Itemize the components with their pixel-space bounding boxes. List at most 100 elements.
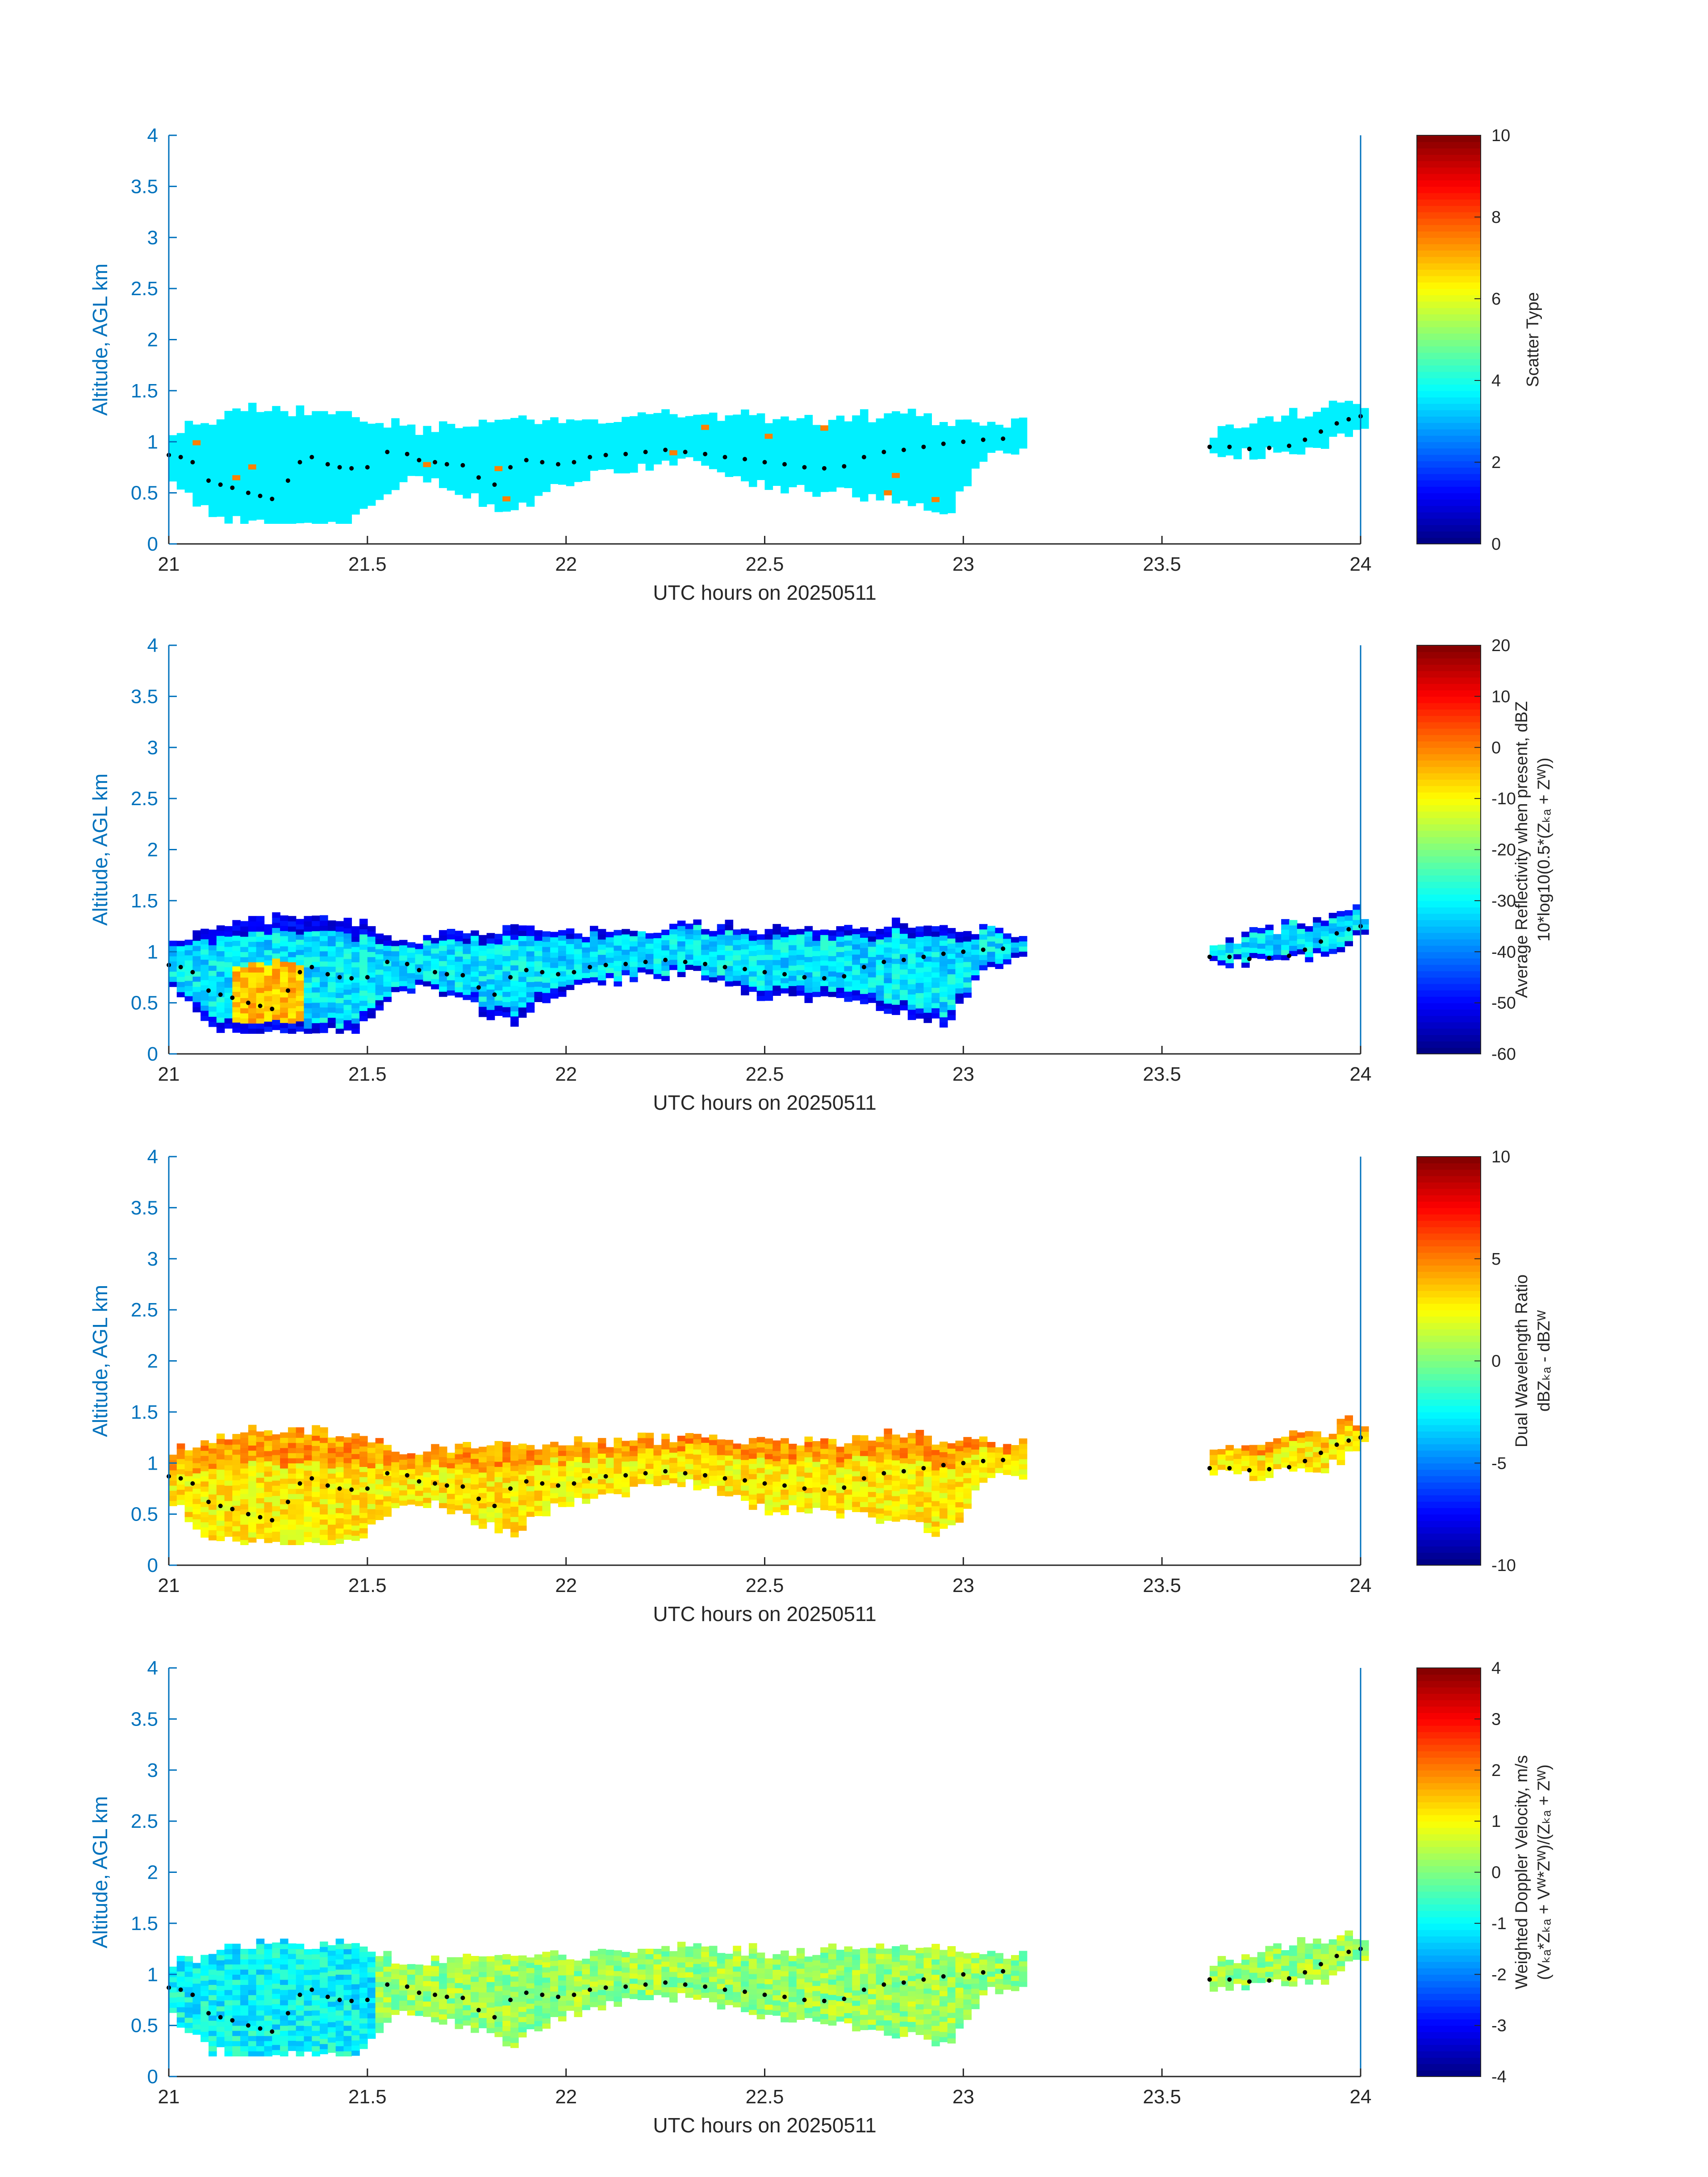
heatmap-cell	[804, 992, 813, 998]
heatmap-cell	[1233, 448, 1242, 454]
heatmap-cell	[455, 1454, 464, 1459]
cloud-base-marker	[762, 460, 767, 464]
heatmap-cell	[478, 1452, 487, 1458]
heatmap-cell	[240, 941, 249, 947]
heatmap-cell	[1225, 937, 1234, 943]
heatmap-cell	[209, 486, 217, 492]
heatmap-cell	[550, 458, 559, 464]
heatmap-cell	[288, 1493, 296, 1500]
colorbar-segment	[1417, 1009, 1481, 1016]
heatmap-cell	[804, 481, 813, 487]
y-tick-label: 0	[147, 533, 158, 555]
heatmap-cell	[439, 945, 447, 951]
heatmap-cell	[812, 491, 821, 497]
heatmap-cell	[502, 930, 511, 936]
heatmap-cell	[844, 447, 852, 452]
heatmap-cell	[526, 1506, 535, 1512]
heatmap-cell	[709, 448, 718, 454]
heatmap-cell	[463, 949, 471, 954]
heatmap-cell	[463, 447, 471, 453]
heatmap-cell	[216, 1459, 225, 1465]
colorbar-segment	[1417, 518, 1481, 525]
heatmap-cell	[764, 1500, 773, 1505]
heatmap-cell	[391, 961, 400, 967]
heatmap-cell	[741, 419, 749, 425]
heatmap-cell	[327, 439, 336, 445]
heatmap-cell	[169, 1470, 177, 1475]
heatmap-cell	[494, 1456, 503, 1462]
heatmap-cell	[240, 1447, 249, 1454]
heatmap-cell	[320, 997, 328, 1003]
heatmap-cell	[574, 933, 583, 939]
heatmap-cell	[804, 926, 813, 932]
heatmap-cell	[248, 1501, 257, 1507]
heatmap-cell	[335, 1508, 344, 1513]
heatmap-cell	[272, 488, 280, 493]
heatmap-cell	[733, 440, 741, 446]
heatmap-cell	[963, 455, 972, 461]
heatmap-cell	[224, 1003, 233, 1008]
heatmap-cell	[614, 1483, 622, 1489]
heatmap-cell	[272, 963, 280, 969]
heatmap-cell	[788, 944, 797, 950]
heatmap-cell	[455, 956, 464, 962]
heatmap-cell	[359, 1528, 368, 1534]
heatmap-cell	[280, 1002, 288, 1008]
heatmap-cell	[367, 1488, 376, 1494]
heatmap-cell	[296, 502, 305, 508]
heatmap-cell	[645, 949, 654, 954]
heatmap-cell	[320, 513, 328, 519]
heatmap-cell	[820, 476, 829, 482]
heatmap-cell	[717, 929, 726, 935]
heatmap-cell	[979, 934, 988, 940]
heatmap-cell	[200, 433, 209, 439]
heatmap-cell	[597, 980, 606, 986]
heatmap-cell	[335, 946, 344, 952]
cloud-base-marker	[385, 450, 390, 455]
heatmap-cell	[669, 954, 678, 960]
heatmap-cell	[685, 436, 694, 442]
heatmap-cell	[907, 470, 916, 476]
heatmap-cell	[773, 429, 781, 435]
heatmap-cell	[327, 1437, 336, 1443]
heatmap-cell	[669, 429, 678, 435]
heatmap-cell	[574, 959, 583, 965]
heatmap-cell	[335, 1008, 344, 1014]
heatmap-cell	[764, 1489, 773, 1495]
heatmap-cell	[669, 414, 678, 420]
heatmap-cell	[860, 948, 869, 953]
heatmap-cell	[526, 1460, 535, 1466]
heatmap-cell	[391, 1497, 400, 1503]
heatmap-cell	[304, 1465, 313, 1471]
heatmap-cell	[725, 1460, 734, 1466]
heatmap-cell	[510, 469, 519, 475]
heatmap-cell	[804, 451, 813, 456]
heatmap-cell	[209, 465, 217, 471]
heatmap-cell	[359, 969, 368, 975]
heatmap-cell	[788, 456, 797, 462]
heatmap-cell	[312, 1471, 320, 1477]
heatmap-cell	[685, 939, 694, 944]
heatmap-cell	[756, 474, 765, 480]
heatmap-cell	[1313, 927, 1321, 933]
heatmap-cell	[415, 1470, 424, 1476]
heatmap-cell	[836, 1467, 845, 1473]
heatmap-cell	[590, 1488, 598, 1494]
heatmap-cell	[868, 936, 877, 942]
heatmap-cell	[693, 450, 702, 456]
heatmap-cell	[256, 1508, 265, 1514]
heatmap-cell	[200, 438, 209, 444]
heatmap-cell	[510, 1445, 519, 1451]
heatmap-cell	[494, 954, 503, 960]
heatmap-cell	[1241, 432, 1250, 438]
heatmap-cell	[844, 467, 852, 473]
heatmap-cell	[836, 957, 845, 962]
heatmap-cell	[184, 986, 193, 991]
heatmap-cell	[622, 1482, 630, 1488]
heatmap-cell	[733, 1464, 741, 1470]
heatmap-cell	[526, 925, 535, 931]
heatmap-cell	[1011, 429, 1019, 435]
heatmap-cell	[272, 482, 280, 488]
heatmap-cell	[383, 489, 392, 494]
heatmap-cell	[478, 950, 487, 956]
